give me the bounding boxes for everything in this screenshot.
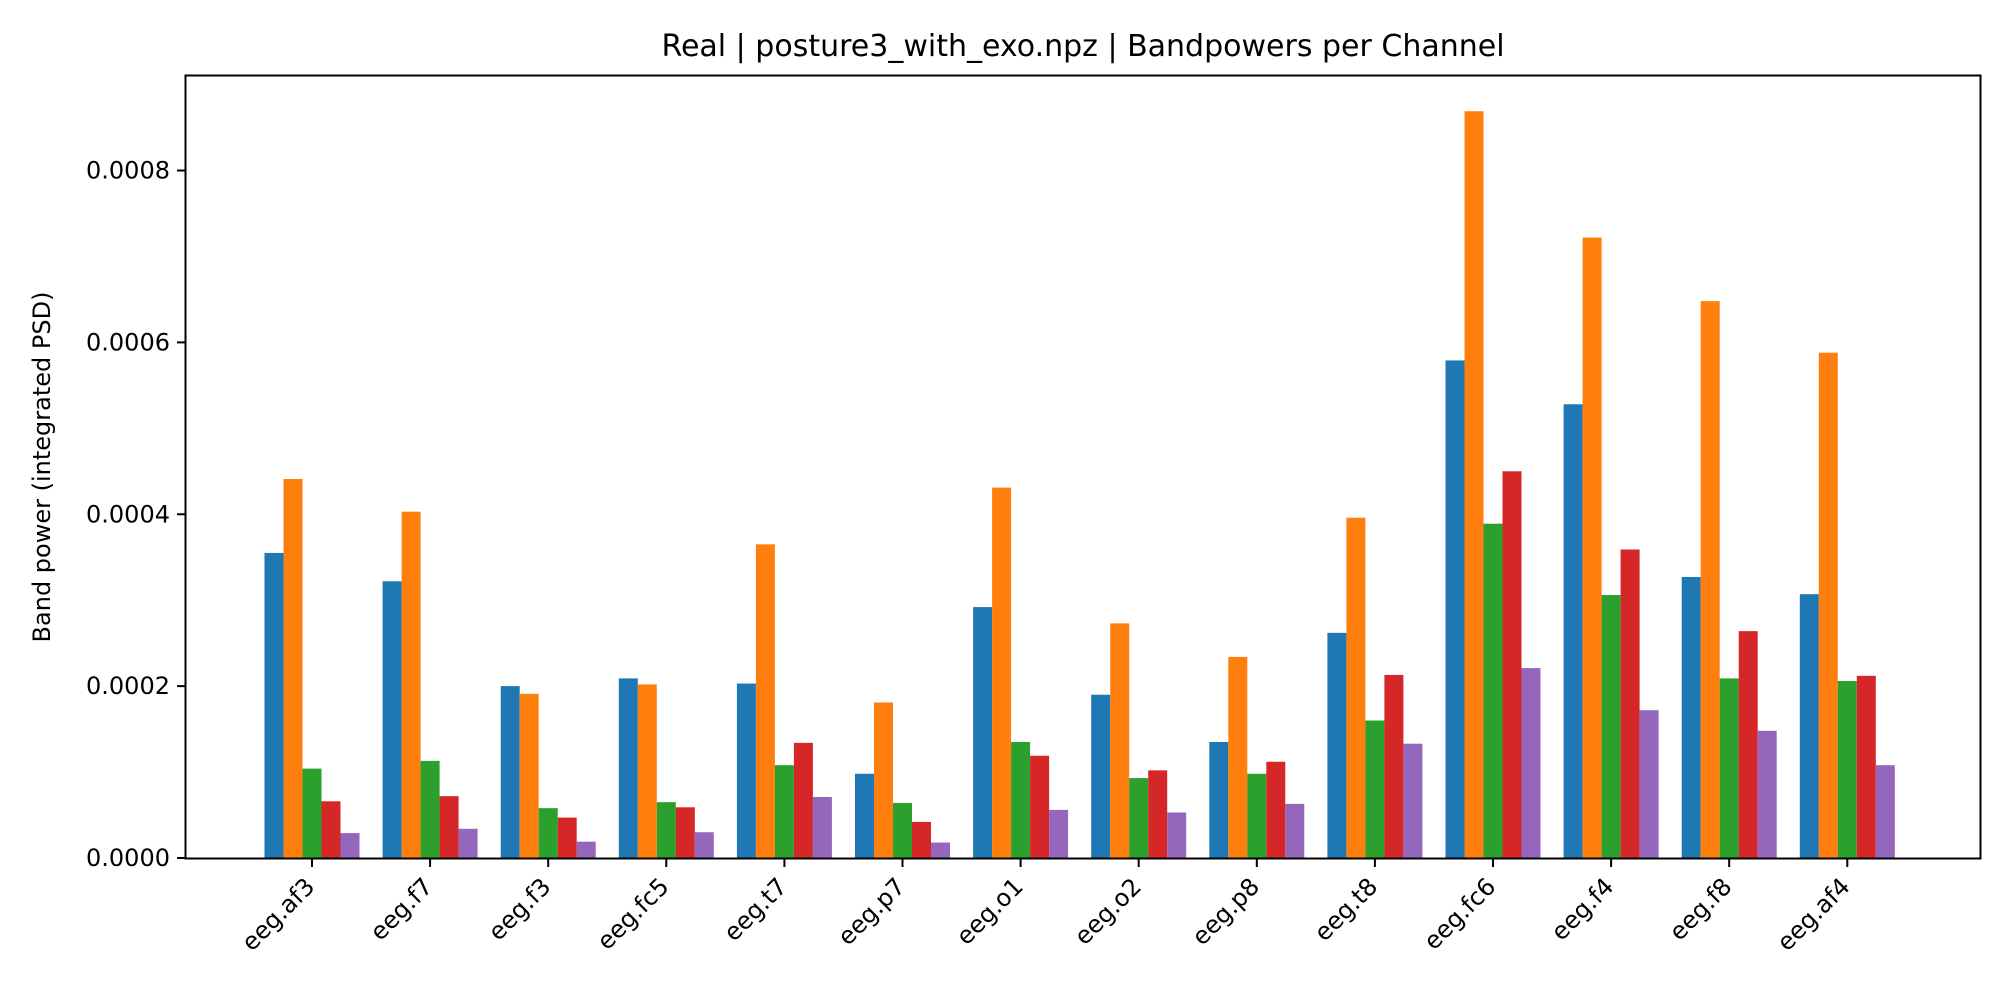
- bar-eeg-f4-series-1: [1563, 404, 1583, 858]
- bar-eeg-o1-series-5: [1049, 809, 1069, 858]
- bar-eeg-f8-series-3: [1719, 678, 1739, 858]
- bar-eeg-fc6-series-2: [1464, 111, 1484, 858]
- bar-eeg-fc6-series-4: [1502, 471, 1522, 858]
- bar-eeg-t8-series-3: [1365, 720, 1385, 858]
- bar-eeg-o1-series-1: [973, 607, 993, 858]
- y-tick-label: 0.0008: [86, 157, 170, 185]
- bar-eeg-f4-series-4: [1620, 549, 1640, 858]
- bar-eeg-fc5-series-4: [675, 807, 695, 858]
- bar-eeg-af3-series-5: [340, 833, 360, 858]
- bar-eeg-fc5-series-2: [637, 684, 657, 858]
- bar-eeg-fc6-series-3: [1483, 523, 1503, 858]
- bar-eeg-fc5-series-5: [694, 832, 714, 858]
- bars-group: [264, 111, 1895, 859]
- bar-eeg-o2-series-5: [1167, 812, 1187, 858]
- x-tick-label: eeg.f4: [1546, 872, 1620, 946]
- bar-eeg-o1-series-2: [992, 487, 1012, 858]
- x-tick-label: eeg.o1: [951, 872, 1029, 950]
- x-tick-label: eeg.p8: [1187, 872, 1265, 950]
- bar-eeg-f3-series-3: [538, 808, 558, 858]
- bar-eeg-af4-series-5: [1875, 765, 1895, 858]
- bar-eeg-af4-series-4: [1856, 675, 1876, 858]
- bar-eeg-t8-series-1: [1327, 632, 1347, 858]
- bar-eeg-fc5-series-3: [656, 802, 676, 858]
- bar-eeg-f7-series-2: [401, 511, 421, 858]
- y-tick-label: 0.0006: [86, 328, 170, 356]
- bar-eeg-af3-series-4: [321, 801, 341, 858]
- bar-eeg-p7-series-4: [912, 821, 931, 858]
- bar-eeg-t7-series-4: [793, 742, 813, 858]
- bar-eeg-f4-series-5: [1639, 710, 1659, 858]
- x-tick-label: eeg.fc5: [592, 872, 675, 955]
- x-tick-label: eeg.f3: [483, 872, 557, 946]
- bar-eeg-af4-series-3: [1837, 680, 1857, 858]
- y-tick-label: 0.0000: [86, 844, 170, 872]
- bar-eeg-af3-series-3: [302, 768, 322, 858]
- bar-eeg-p7-series-1: [855, 773, 874, 858]
- bar-eeg-p8-series-1: [1209, 741, 1229, 858]
- bar-eeg-f8-series-5: [1757, 730, 1777, 858]
- bar-eeg-t8-series-4: [1384, 674, 1404, 858]
- x-tick-label: eeg.p7: [832, 872, 910, 950]
- bar-eeg-t7-series-3: [774, 765, 794, 858]
- bar-eeg-p8-series-4: [1266, 761, 1286, 858]
- x-tick-label: eeg.t8: [1309, 872, 1383, 946]
- bar-eeg-f8-series-4: [1738, 631, 1758, 858]
- bar-eeg-f3-series-4: [557, 817, 577, 858]
- bar-eeg-f4-series-2: [1582, 237, 1602, 859]
- bar-eeg-af4-series-1: [1799, 594, 1819, 858]
- bar-eeg-af4-series-2: [1818, 352, 1838, 858]
- chart-title: Real | posture3_with_exo.npz | Bandpower…: [661, 29, 1504, 64]
- bar-eeg-p8-series-5: [1285, 803, 1305, 858]
- bar-eeg-f3-series-1: [500, 686, 520, 858]
- y-tick-label: 0.0004: [86, 500, 170, 528]
- bar-eeg-f7-series-1: [382, 581, 402, 858]
- bar-eeg-t8-series-5: [1403, 743, 1423, 858]
- x-tick-label: eeg.o2: [1069, 872, 1147, 950]
- bar-eeg-f7-series-3: [420, 760, 440, 858]
- x-tick-label: eeg.af4: [1772, 872, 1856, 956]
- bar-eeg-p7-series-5: [931, 842, 950, 858]
- bar-eeg-f4-series-3: [1601, 595, 1621, 858]
- y-axis-label: Band power (integrated PSD): [28, 292, 56, 643]
- bar-eeg-af3-series-2: [283, 479, 303, 858]
- bar-eeg-t7-series-5: [812, 796, 832, 858]
- bar-eeg-af3-series-1: [264, 552, 284, 858]
- bar-eeg-fc6-series-1: [1445, 360, 1465, 858]
- bar-eeg-p8-series-2: [1228, 656, 1248, 858]
- bar-eeg-f7-series-4: [439, 796, 459, 858]
- bar-eeg-t7-series-1: [736, 683, 756, 858]
- bar-eeg-o2-series-3: [1129, 778, 1149, 858]
- bar-eeg-f3-series-5: [576, 841, 596, 858]
- y-axis: 0.0000 0.0002 0.0004 0.0006 0.0008: [86, 157, 186, 872]
- bar-eeg-t7-series-2: [755, 544, 775, 858]
- bar-eeg-p7-series-3: [893, 803, 912, 858]
- x-tick-label: eeg.t7: [718, 872, 792, 946]
- y-tick-label: 0.0002: [86, 672, 170, 700]
- bar-eeg-o2-series-4: [1148, 770, 1168, 858]
- bar-eeg-o1-series-4: [1030, 755, 1050, 858]
- x-tick-label: eeg.fc6: [1418, 872, 1501, 955]
- bar-eeg-f3-series-2: [519, 693, 539, 858]
- x-tick-label: eeg.af3: [236, 872, 320, 956]
- bar-eeg-o2-series-1: [1091, 694, 1111, 858]
- x-axis: eeg.af3 eeg.f7 eeg.f3 eeg.fc5 eeg.t7 eeg.p7 ee…: [236, 858, 1856, 956]
- bar-eeg-o2-series-2: [1110, 623, 1130, 858]
- bar-eeg-fc5-series-1: [618, 678, 638, 858]
- plot-frame: [184, 74, 1982, 860]
- bar-eeg-fc6-series-5: [1521, 668, 1541, 858]
- bar-eeg-f8-series-2: [1700, 301, 1720, 859]
- bar-eeg-f8-series-1: [1681, 576, 1701, 858]
- bar-eeg-p8-series-3: [1247, 773, 1267, 858]
- x-tick-label: eeg.f8: [1664, 872, 1738, 946]
- bar-eeg-o1-series-3: [1011, 741, 1031, 858]
- bar-eeg-p7-series-2: [874, 702, 893, 858]
- x-tick-label: eeg.f7: [365, 872, 439, 946]
- bar-eeg-f7-series-5: [458, 828, 478, 858]
- bar-eeg-t8-series-2: [1346, 517, 1366, 858]
